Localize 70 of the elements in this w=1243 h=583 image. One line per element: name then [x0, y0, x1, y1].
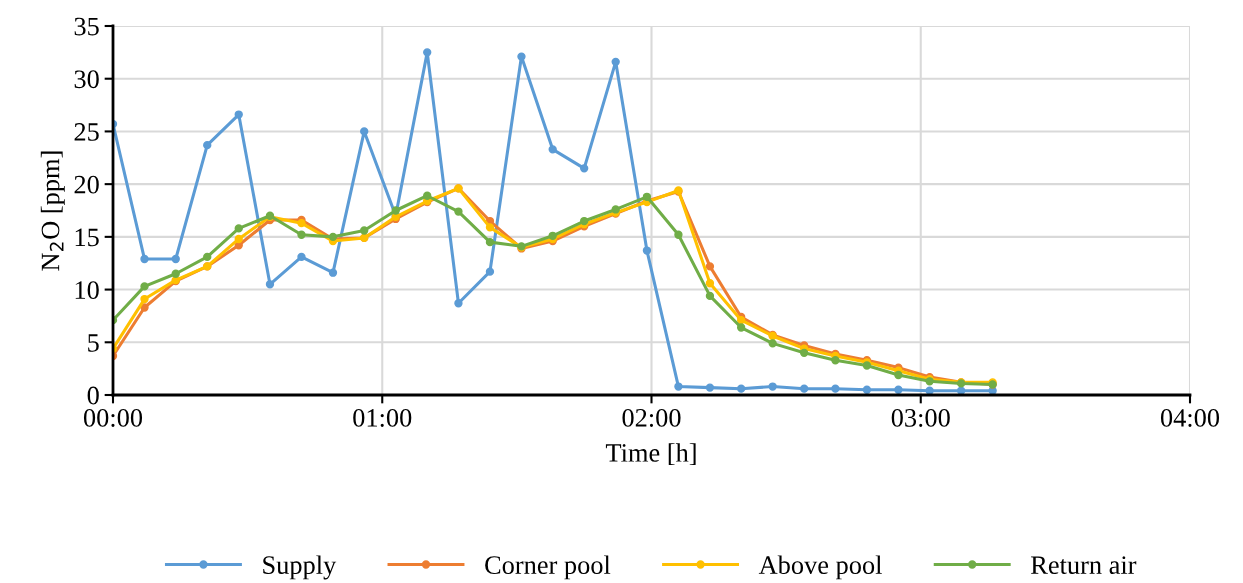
point — [894, 385, 903, 394]
point — [140, 254, 149, 264]
y-tick-label: 35 — [74, 17, 99, 36]
legend-label: Corner pool — [485, 555, 611, 580]
x-tick-label: 00:00 — [83, 408, 143, 427]
point — [674, 230, 683, 239]
x-tick-label: 03:00 — [891, 408, 950, 427]
point — [611, 57, 620, 67]
point — [705, 383, 715, 392]
point — [171, 254, 180, 264]
point — [454, 299, 463, 308]
y-tick-label: 10 — [75, 281, 99, 299]
point — [517, 52, 526, 61]
y-tick-label: 15 — [75, 228, 99, 247]
y-tick-label: 5 — [88, 334, 99, 352]
point — [203, 252, 212, 262]
point — [768, 339, 777, 348]
point — [265, 280, 275, 289]
point — [799, 384, 809, 393]
point — [485, 223, 495, 232]
point — [831, 384, 840, 393]
point — [140, 282, 149, 291]
point — [768, 382, 777, 391]
x-tick-label: 01:00 — [353, 408, 412, 427]
legend-label: Supply — [263, 555, 337, 580]
point — [328, 268, 338, 277]
legend-label: Above pool — [758, 555, 882, 580]
point — [642, 246, 652, 255]
point — [485, 237, 495, 247]
point — [925, 386, 934, 395]
point — [234, 110, 243, 119]
x-axis-title: Time [h] — [605, 443, 696, 466]
point — [580, 216, 589, 226]
legend-label: Return air — [1031, 556, 1137, 575]
point — [234, 234, 243, 244]
point — [831, 356, 840, 365]
point — [297, 230, 306, 239]
point — [894, 370, 903, 380]
x-tick-label: 04:00 — [1160, 408, 1220, 427]
point — [736, 323, 746, 332]
point — [360, 127, 369, 136]
point — [234, 224, 243, 233]
point — [454, 207, 463, 216]
point — [674, 382, 683, 391]
point — [705, 262, 715, 271]
y-axis-title: N$_{2}$O [ppm] — [40, 151, 65, 271]
point — [548, 231, 557, 240]
point — [485, 267, 495, 276]
point — [423, 191, 432, 200]
point — [360, 226, 369, 235]
point — [642, 192, 652, 201]
point — [203, 140, 212, 150]
point — [391, 206, 400, 215]
y-tick-label: 25 — [74, 123, 99, 141]
point — [705, 291, 715, 301]
point — [548, 145, 557, 154]
y-tick-label: 20 — [74, 175, 99, 194]
point — [171, 269, 180, 278]
x-tick-label: 02:00 — [622, 408, 681, 427]
point — [862, 385, 872, 394]
point — [705, 279, 715, 288]
point — [580, 164, 589, 173]
y-tick-label: 0 — [87, 386, 99, 405]
y-tick-label: 30 — [74, 70, 99, 89]
point — [423, 48, 432, 57]
point — [736, 384, 746, 393]
point — [956, 386, 966, 395]
point — [297, 252, 306, 262]
point — [799, 348, 809, 357]
point — [140, 294, 149, 304]
